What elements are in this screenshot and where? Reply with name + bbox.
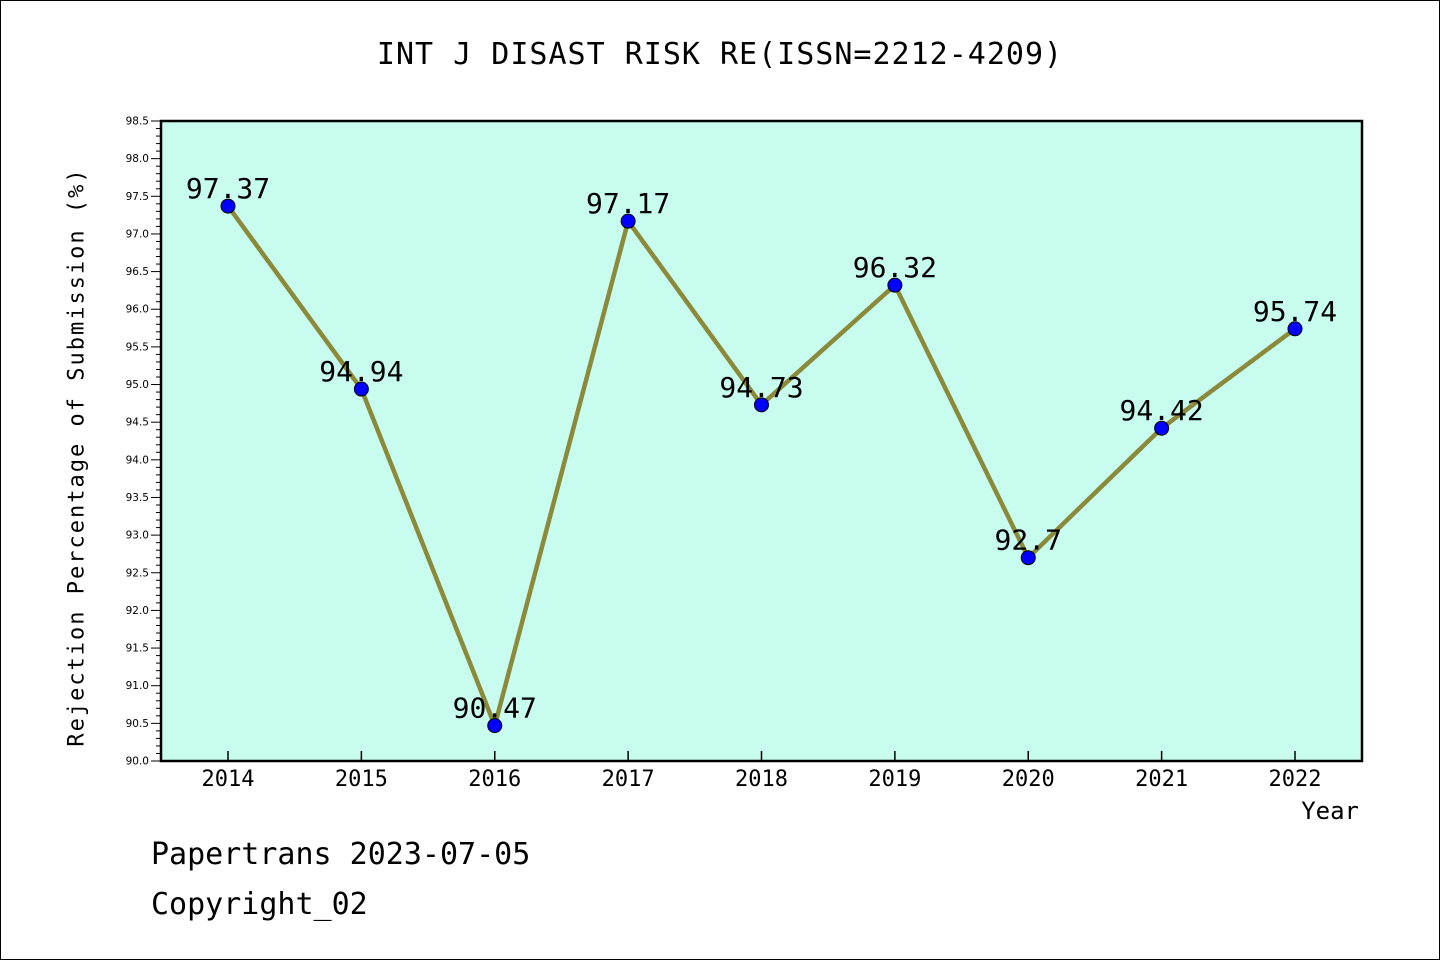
x-axis-label: Year xyxy=(1301,797,1359,825)
x-tick-label: 2015 xyxy=(335,767,388,792)
y-tick-label: 95.0 xyxy=(126,379,149,391)
data-label: 97.37 xyxy=(186,172,270,205)
data-point xyxy=(1154,420,1170,436)
y-tick-label: 92.0 xyxy=(126,605,149,617)
y-tick-label: 90.5 xyxy=(126,718,149,730)
y-tick-label: 96.0 xyxy=(126,304,149,316)
x-tick-label: 2018 xyxy=(735,767,788,792)
y-tick-label: 97.5 xyxy=(126,191,149,203)
y-tick-label: 97.0 xyxy=(126,228,149,240)
y-tick-label: 95.5 xyxy=(126,341,149,353)
data-point xyxy=(1287,321,1303,337)
plot-area xyxy=(159,119,1364,763)
data-label: 96.32 xyxy=(853,251,937,284)
data-point xyxy=(620,213,636,229)
y-tick-label: 98.0 xyxy=(126,153,149,165)
x-tick-label: 2014 xyxy=(202,767,255,792)
x-tick-label: 2017 xyxy=(602,767,655,792)
chart-title: INT J DISAST RISK RE(ISSN=2212-4209) xyxy=(376,37,1064,72)
y-tick-label: 91.5 xyxy=(126,643,149,655)
x-tick-label: 2021 xyxy=(1135,767,1188,792)
data-point xyxy=(220,198,236,214)
data-label: 95.74 xyxy=(1253,295,1337,328)
y-tick-label: 93.5 xyxy=(126,492,149,504)
y-tick-label: 94.0 xyxy=(126,454,149,466)
data-point xyxy=(353,381,369,397)
data-label: 94.42 xyxy=(1119,394,1203,427)
data-point xyxy=(1020,550,1036,566)
data-point xyxy=(487,718,503,734)
footer-date: Papertrans 2023-07-05 xyxy=(151,837,531,872)
x-tick-label: 2022 xyxy=(1269,767,1322,792)
y-tick-label: 96.5 xyxy=(126,266,149,278)
data-point xyxy=(887,277,903,293)
data-label: 94.73 xyxy=(719,371,803,404)
y-tick-label: 98.5 xyxy=(126,116,149,128)
data-label: 90.47 xyxy=(453,692,537,725)
y-tick-label: 92.5 xyxy=(126,567,149,579)
y-tick-label: 90.0 xyxy=(126,756,149,768)
x-tick-label: 2019 xyxy=(868,767,921,792)
data-point xyxy=(754,397,769,413)
x-tick-label: 2016 xyxy=(468,767,521,792)
x-tick-label: 2020 xyxy=(1002,767,1055,792)
data-label: 97.17 xyxy=(586,187,670,220)
y-tick-label: 91.0 xyxy=(126,680,149,692)
data-label: 94.94 xyxy=(319,355,403,388)
y-axis-label: Rejection Percentage of Submission (%) xyxy=(64,167,90,747)
data-label: 92.7 xyxy=(995,524,1062,557)
footer-copyright: Copyright_02 xyxy=(151,887,368,922)
y-tick-label: 94.5 xyxy=(126,417,149,429)
y-tick-label: 93.0 xyxy=(126,530,149,542)
